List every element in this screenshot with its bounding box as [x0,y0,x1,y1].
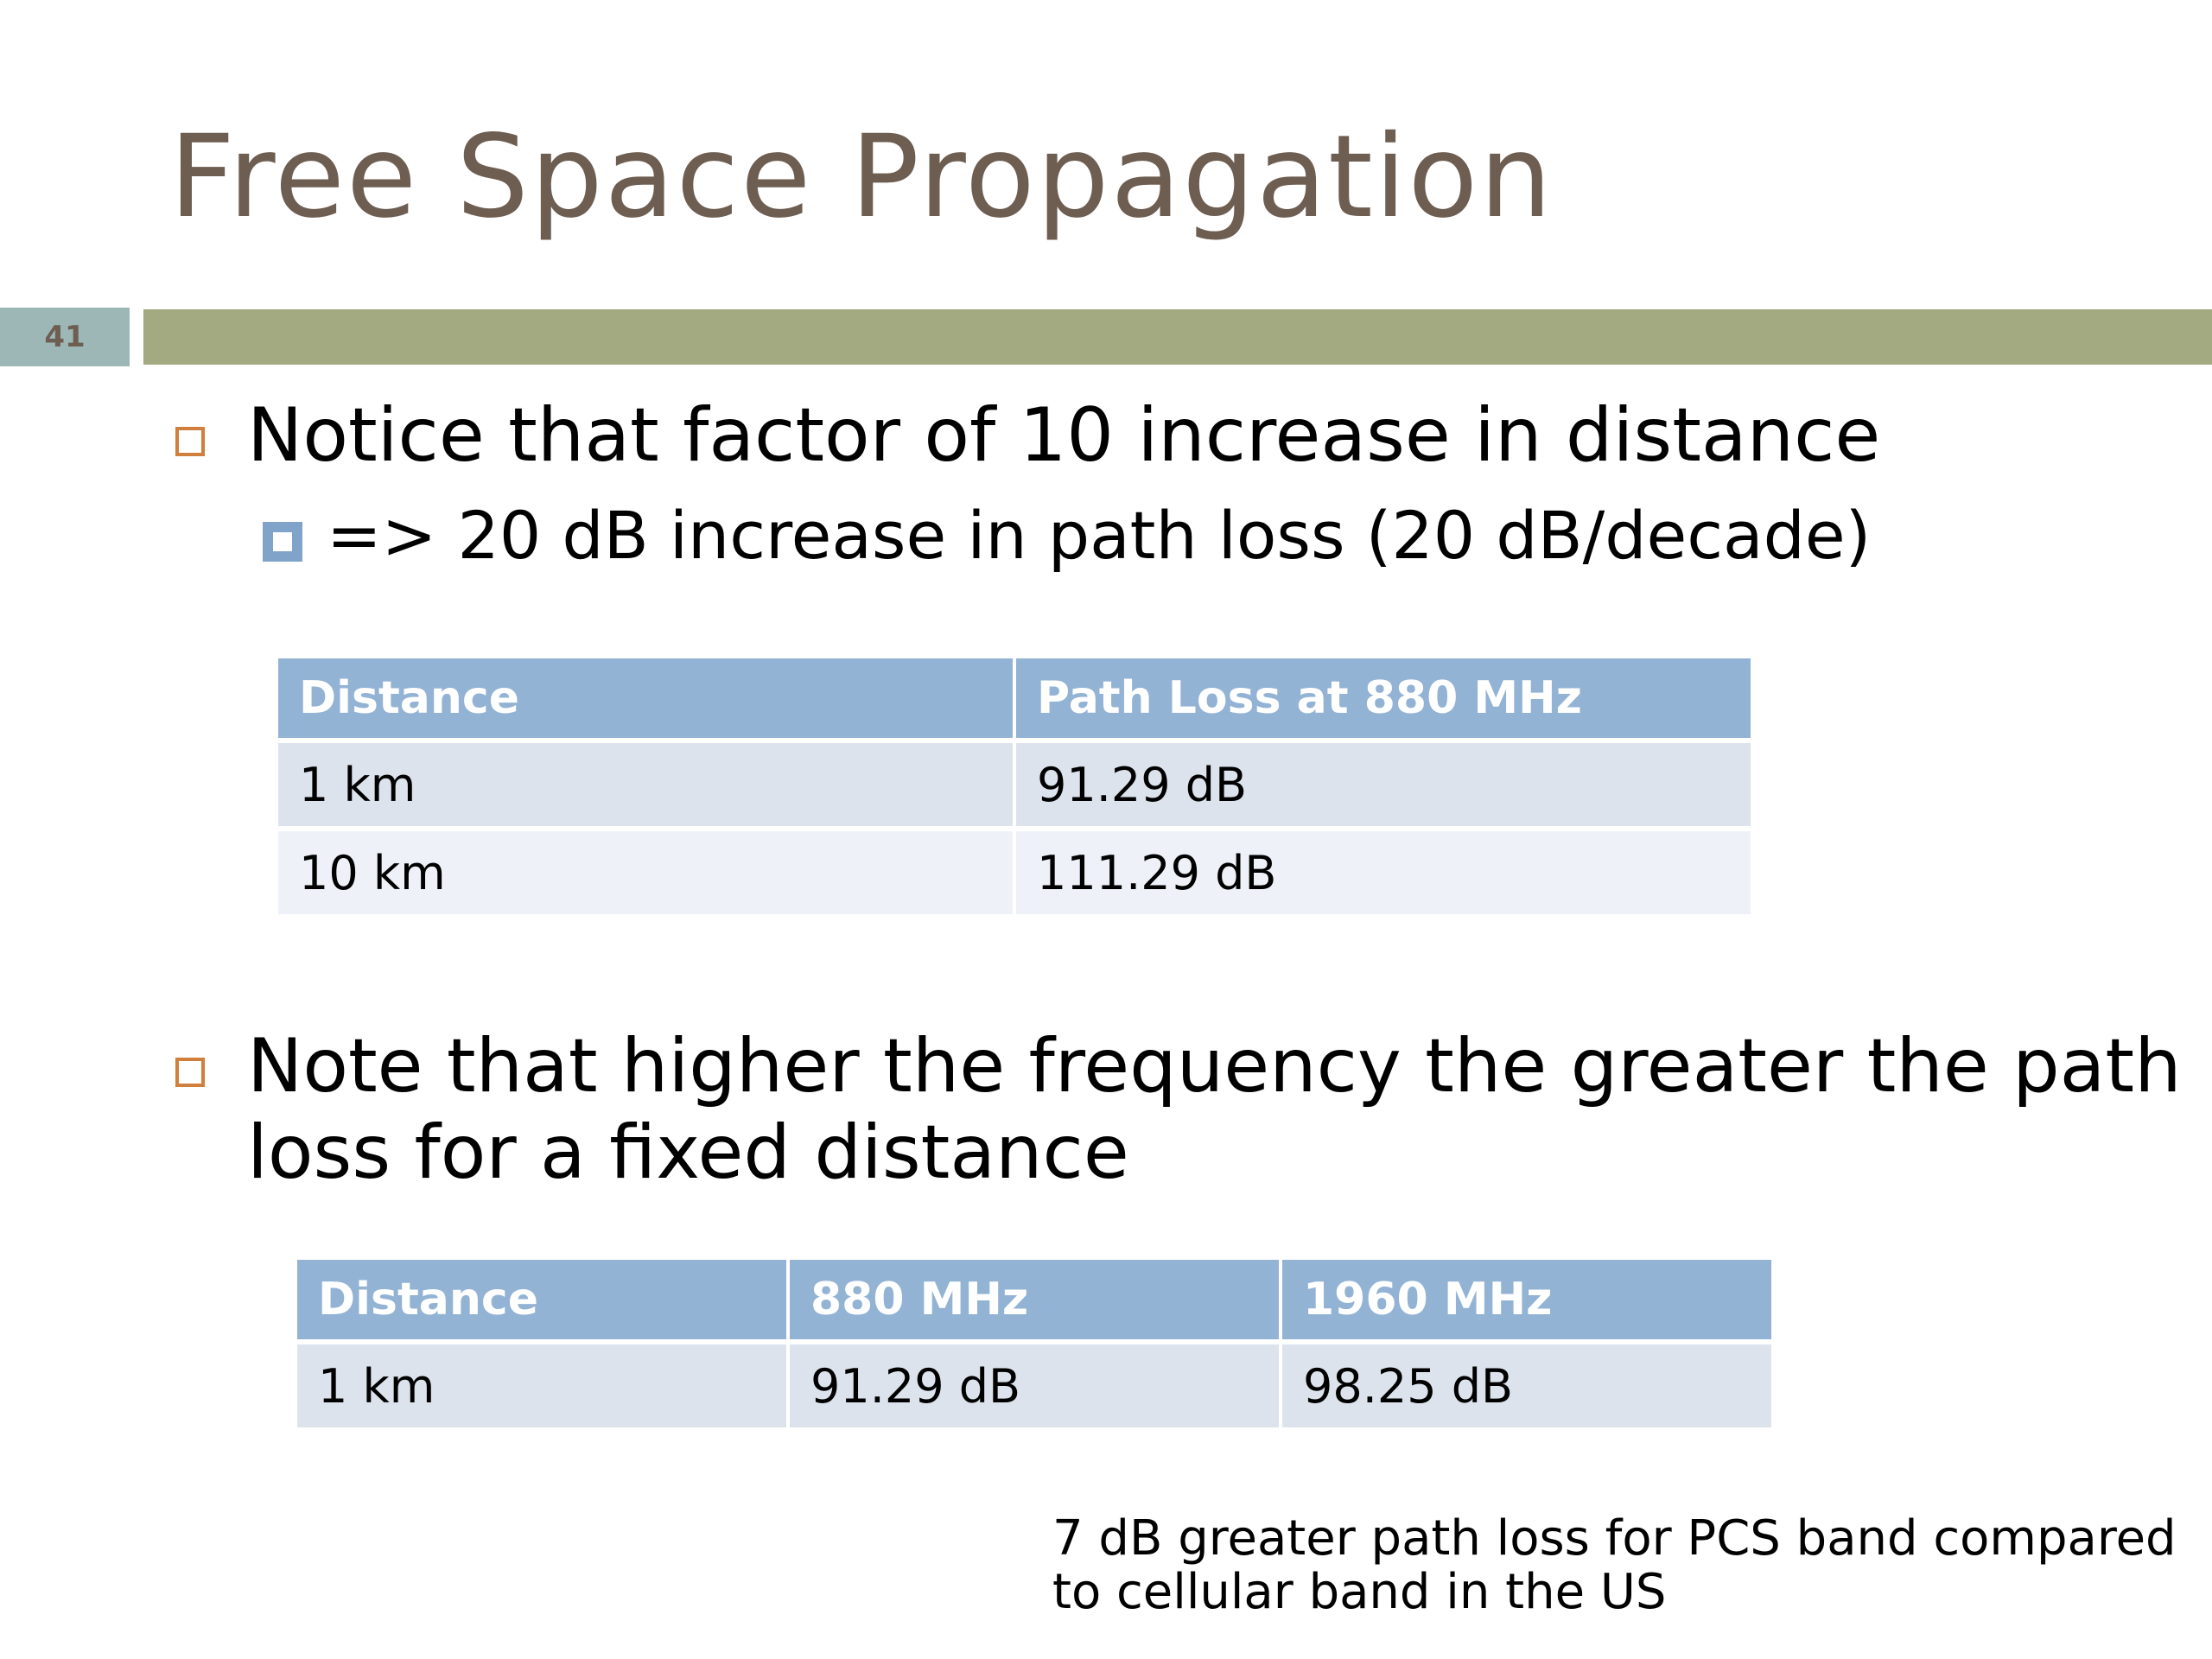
table-row: 10 km 111.29 dB [278,831,1751,914]
path-loss-frequency-table: Distance 880 MHz 1960 MHz 1 km 91.29 dB … [294,1255,1775,1433]
table-header-cell: Path Loss at 880 MHz [1016,658,1751,738]
table-cell: 1 km [297,1344,786,1427]
slide-number-box: 41 [0,308,130,366]
header-bar [143,309,2212,365]
bullet-square-icon [175,1058,205,1087]
table-cell: 91.29 dB [790,1344,1279,1427]
footnote-line-2: to cellular band in the US [1052,1564,1667,1620]
footnote: 7 dB greater path loss for PCS band comp… [1052,1512,2177,1619]
table-cell: 98.25 dB [1282,1344,1771,1427]
table-cell: 111.29 dB [1016,831,1751,914]
bullet-1-subtext: => 20 dB increase in path loss (20 dB/de… [327,497,1872,574]
table-cell: 1 km [278,743,1013,826]
sub-bullet-square-icon [263,522,302,562]
table-header-cell: Distance [278,658,1013,738]
table-header-cell: Distance [297,1260,786,1339]
table-header-cell: 1960 MHz [1282,1260,1771,1339]
slide-title: Free Space Propagation [169,111,1554,244]
bullet-2-text: Note that higher the frequency the great… [247,1023,2182,1196]
table-row: 1 km 91.29 dB 98.25 dB [297,1344,1771,1427]
table-row: 1 km 91.29 dB [278,743,1751,826]
table-header-cell: 880 MHz [790,1260,1279,1339]
table-cell: 10 km [278,831,1013,914]
bullet-1-text: Notice that factor of 10 increase in dis… [247,392,1881,479]
bullet-square-icon [175,427,205,456]
slide-number: 41 [44,320,86,354]
path-loss-distance-table: Distance Path Loss at 880 MHz 1 km 91.29… [275,653,1754,919]
footnote-line-1: 7 dB greater path loss for PCS band comp… [1052,1510,2177,1567]
table-cell: 91.29 dB [1016,743,1751,826]
